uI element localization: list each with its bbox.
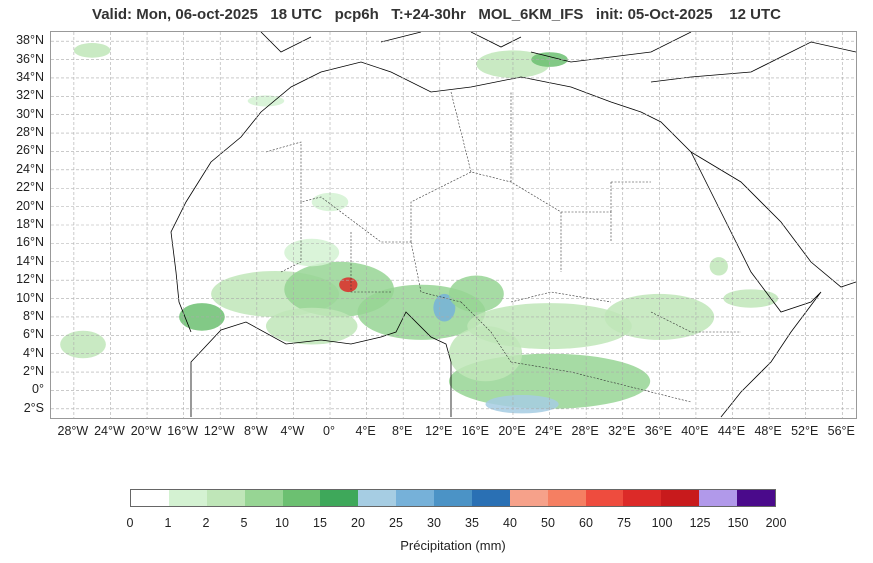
colorbar: [130, 489, 776, 507]
colorbar-tick-label: 60: [579, 516, 593, 530]
lat-label: 20°N: [16, 198, 44, 213]
colorbar-swatch: [623, 490, 662, 506]
europe-coastline: [260, 32, 856, 83]
colorbar-tick-label: 0: [126, 516, 134, 530]
country-borders: [265, 91, 741, 403]
colorbar-swatch: [509, 490, 548, 506]
colorbar-title: Précipitation (mm): [400, 538, 506, 553]
lon-label: 44°E: [717, 424, 746, 438]
precip-area: [709, 257, 728, 276]
colorbar-swatch: [396, 490, 434, 506]
colorbar-tick-label: 1: [164, 516, 172, 530]
colorbar-swatch: [585, 490, 624, 506]
colorbar-tick-label: 20: [351, 516, 365, 530]
lon-label: 20°W: [130, 424, 162, 438]
precip-area: [604, 293, 715, 340]
africa-coastline: [170, 61, 822, 418]
lat-label: 24°N: [16, 161, 44, 176]
colorbar-swatch: [699, 490, 737, 506]
colorbar-swatch: [661, 490, 700, 506]
lon-label: 8°E: [392, 424, 413, 438]
colorbar-tick-label: 5: [240, 516, 248, 530]
lon-label: 20°E: [498, 424, 526, 438]
lon-label: 0°: [323, 424, 335, 438]
lat-label: 16°N: [16, 235, 44, 250]
colorbar-tick-label: 125: [689, 516, 711, 530]
precip-area: [485, 395, 559, 414]
lon-label: 36°E: [644, 424, 672, 438]
colorbar-swatch: [206, 490, 245, 506]
lat-label: 8°N: [23, 308, 44, 323]
colorbar-swatch: [547, 490, 586, 506]
lat-label: 14°N: [16, 253, 44, 268]
lat-label: 30°N: [16, 106, 44, 121]
lon-label: 48°E: [754, 424, 782, 438]
colorbar-tick-label: 35: [465, 516, 479, 530]
lon-label: 56°E: [827, 424, 855, 438]
lat-lon-grid: [51, 32, 856, 418]
colorbar-swatch: [358, 490, 397, 506]
colorbar-tick-label: 25: [389, 516, 403, 530]
colorbar-tick-label: 30: [427, 516, 441, 530]
colorbar-tick-label: 200: [765, 516, 787, 530]
lon-label: 52°E: [791, 424, 819, 438]
colorbar-tick-label: 40: [503, 516, 517, 530]
lat-label: 4°N: [23, 345, 44, 360]
lat-label: 2°S: [23, 400, 44, 415]
precip-area: [448, 326, 523, 382]
lat-label: 0°: [32, 382, 44, 397]
lat-label: 32°N: [16, 88, 44, 103]
lon-label: 12°W: [203, 424, 235, 438]
precip-area: [265, 307, 358, 345]
lat-label: 28°N: [16, 125, 44, 140]
map-canvas: [51, 32, 856, 418]
lat-label: 36°N: [16, 51, 44, 66]
lon-label: 8°W: [243, 424, 268, 438]
precip-area: [60, 330, 106, 359]
precipitation-layer: [60, 43, 779, 414]
lon-label: 24°W: [94, 424, 125, 438]
lon-label: 16°W: [167, 424, 198, 438]
colorbar-tick-label: 10: [275, 516, 289, 530]
colorbar-swatch: [131, 490, 169, 506]
colorbar-swatch: [244, 490, 283, 506]
lat-label: 34°N: [16, 69, 44, 84]
lon-label: 32°E: [608, 424, 636, 438]
precip-area: [723, 289, 779, 308]
precip-area: [284, 238, 340, 267]
lat-label: 10°N: [16, 290, 44, 305]
lon-label: 4°E: [355, 424, 376, 438]
colorbar-swatch: [168, 490, 207, 506]
colorbar-tick-label: 100: [651, 516, 673, 530]
map-title: Valid: Mon, 06-oct-2025 18 UTC pcp6h T:+…: [92, 6, 781, 23]
colorbar-tick-label: 150: [727, 516, 749, 530]
lon-label: 28°W: [57, 424, 89, 438]
lat-label: 12°N: [16, 272, 44, 287]
precip-area: [73, 43, 111, 58]
precipitation-map[interactable]: [50, 31, 857, 419]
colorbar-swatch: [737, 490, 775, 506]
precip-area: [339, 277, 358, 293]
lat-label: 26°N: [16, 143, 44, 158]
colorbar-swatch: [434, 490, 472, 506]
lon-label: 4°W: [280, 424, 305, 438]
lat-label: 6°N: [23, 327, 44, 342]
colorbar-tick-label: 50: [541, 516, 555, 530]
colorbar-swatch: [282, 490, 321, 506]
lat-label: 38°N: [16, 33, 44, 48]
colorbar-swatch: [320, 490, 359, 506]
colorbar-tick-label: 15: [313, 516, 327, 530]
lon-label: 28°E: [571, 424, 599, 438]
colorbar-tick-label: 75: [617, 516, 631, 530]
lon-label: 12°E: [425, 424, 453, 438]
colorbar-swatch: [471, 490, 510, 506]
lon-label: 16°E: [461, 424, 489, 438]
lat-label: 22°N: [16, 180, 44, 195]
lon-label: 40°E: [681, 424, 709, 438]
lat-label: 2°N: [23, 364, 44, 379]
colorbar-tick-label: 2: [202, 516, 210, 530]
lon-label: 24°E: [534, 424, 563, 438]
lat-label: 18°N: [16, 217, 44, 231]
precip-area: [433, 293, 456, 322]
